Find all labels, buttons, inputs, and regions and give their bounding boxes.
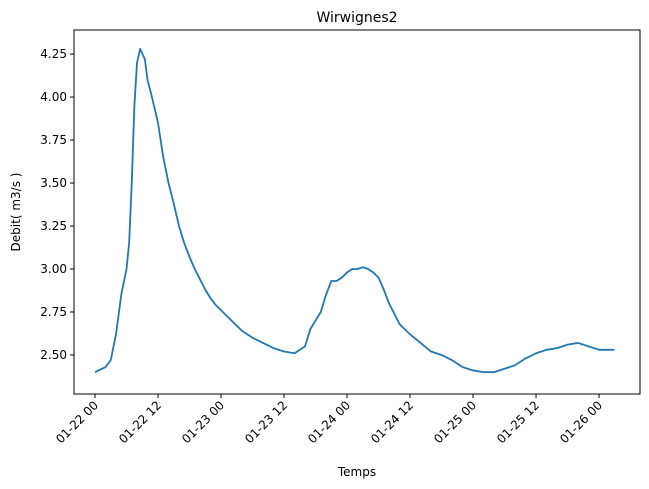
x-tick-label: 01-26 00 [557,398,605,446]
plot-frame [73,29,641,395]
y-tick-label: 2.50 [40,348,67,362]
x-axis-label: Temps [337,465,376,479]
x-tick-label: 01-23 12 [242,398,290,446]
y-tick-label: 3.50 [40,176,67,190]
x-tick-label: 01-22 00 [53,398,101,446]
y-axis-label: Debit( m3/s ) [9,173,23,252]
x-tick-label: 01-23 00 [179,398,227,446]
y-tick-label: 3.25 [40,219,67,233]
y-tick-label: 3.00 [40,262,67,276]
y-tick-label: 3.75 [40,133,67,147]
y-tick-label: 4.00 [40,90,67,104]
x-tick-label: 01-22 12 [116,398,164,446]
y-tick-label: 2.75 [40,305,67,319]
chart-title: Wirwignes2 [316,10,397,26]
y-tick-label: 4.25 [40,47,67,61]
x-tick-label: 01-24 00 [305,398,353,446]
x-tick-label: 01-25 12 [494,398,542,446]
x-tick-label: 01-25 00 [431,398,479,446]
data-line [94,48,615,374]
x-tick-label: 01-24 12 [368,398,416,446]
